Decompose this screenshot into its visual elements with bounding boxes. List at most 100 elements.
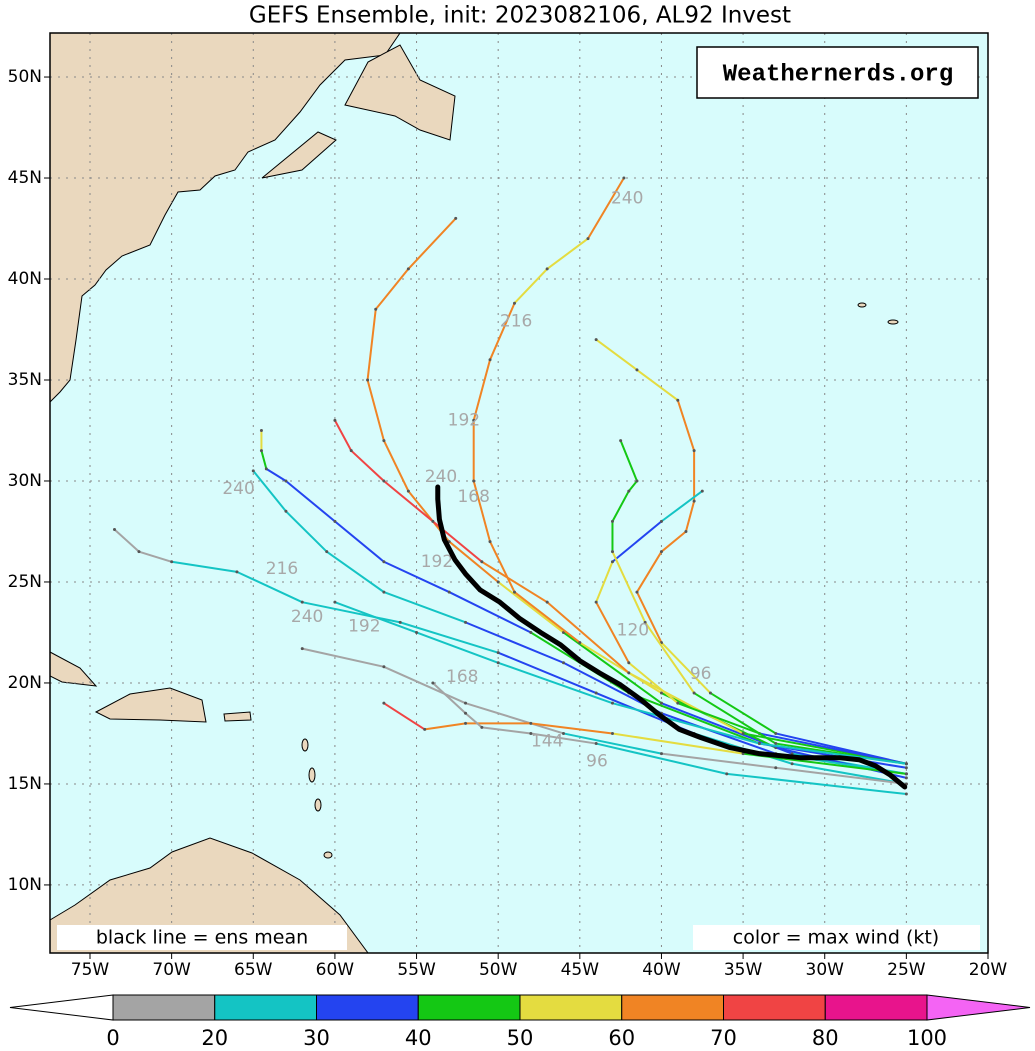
- track-segment: [627, 692, 761, 745]
- track-segment: [684, 500, 696, 533]
- track-point: [480, 560, 484, 564]
- track-point: [333, 519, 337, 523]
- track-point: [374, 307, 378, 311]
- track-segment: [497, 580, 565, 634]
- track-point: [333, 418, 337, 422]
- track-point: [284, 479, 288, 483]
- track-point: [464, 711, 468, 715]
- frame: [49, 32, 989, 954]
- track-point: [561, 731, 565, 735]
- track-point: [610, 550, 614, 554]
- hour-label: 192: [448, 410, 480, 430]
- track-point: [619, 439, 623, 443]
- lat-tick-label: 30N: [8, 471, 42, 491]
- colorbar-label: 80: [812, 1026, 839, 1050]
- track-point: [382, 560, 386, 564]
- track-segment: [472, 479, 492, 543]
- track-point: [610, 560, 614, 564]
- track-segment: [611, 550, 647, 624]
- track-point: [578, 641, 582, 645]
- watermark: Weathernerds.org: [723, 61, 953, 88]
- track-segment: [635, 591, 663, 644]
- track-segment: [265, 467, 287, 482]
- lon-tick-label: 60W: [316, 960, 355, 980]
- track-point: [398, 620, 402, 624]
- track-point: [513, 301, 517, 305]
- track-segment: [546, 237, 589, 270]
- ensemble-tracks: [112, 176, 908, 796]
- track-segment: [611, 490, 630, 523]
- track-segment: [399, 621, 500, 654]
- track-point: [627, 489, 631, 493]
- track-segment: [415, 631, 500, 664]
- track-segment: [382, 665, 467, 705]
- hour-label: 168: [446, 667, 478, 687]
- track-segment: [676, 702, 761, 735]
- hispaniola: [94, 687, 207, 723]
- track-point: [774, 742, 778, 746]
- track-point: [464, 701, 468, 705]
- track-point: [300, 600, 304, 604]
- track-segment: [350, 449, 385, 482]
- lon-tick-label: 65W: [234, 960, 273, 980]
- track-segment: [366, 308, 377, 381]
- hour-label: 192: [421, 552, 453, 572]
- newfoundland: [344, 44, 456, 141]
- track-point: [904, 772, 908, 776]
- track-segment: [635, 368, 679, 402]
- track-segment: [325, 550, 385, 594]
- track-point: [622, 176, 626, 180]
- track-segment: [709, 692, 777, 735]
- colorbar-label: 70: [710, 1026, 737, 1050]
- track-point: [561, 661, 565, 665]
- title: GEFS Ensemble, init: 2023082106, AL92 In…: [249, 3, 791, 29]
- track-segment: [170, 560, 238, 573]
- track-point: [904, 776, 908, 780]
- island: [301, 738, 309, 752]
- track-point: [496, 661, 500, 665]
- track-point: [529, 731, 533, 735]
- track-segment: [497, 651, 598, 695]
- track-point: [264, 467, 268, 471]
- track-point: [659, 519, 663, 523]
- track-point: [431, 681, 435, 685]
- track-segment: [619, 439, 638, 482]
- track-segment: [758, 732, 908, 765]
- track-point: [366, 378, 370, 382]
- track-segment: [407, 217, 457, 270]
- island: [323, 851, 333, 859]
- track-point: [659, 550, 663, 554]
- hour-label: 120: [617, 620, 649, 640]
- track-point: [415, 630, 419, 634]
- track-segment: [693, 692, 777, 745]
- track-segment: [578, 641, 663, 695]
- track-segment: [423, 722, 467, 731]
- track-point: [382, 590, 386, 594]
- track-segment: [611, 702, 761, 745]
- hour-label: 240: [291, 607, 323, 627]
- track-segment: [382, 702, 426, 731]
- hour-label: 240: [611, 189, 643, 209]
- hour-label: 96: [586, 752, 608, 772]
- lon-tick-label: 55W: [397, 960, 436, 980]
- ocean: [50, 33, 988, 953]
- track-point: [488, 358, 492, 362]
- track-segment: [595, 601, 630, 664]
- track-point: [594, 742, 598, 746]
- legend-left-box: [57, 925, 347, 950]
- legend-left: black line = ens mean: [96, 927, 308, 949]
- track-segment: [489, 302, 516, 361]
- track-point: [774, 731, 778, 735]
- puerto-rico: [223, 711, 252, 722]
- track-segment: [627, 671, 745, 735]
- hour-label: 216: [266, 559, 298, 579]
- nova-scotia: [261, 131, 337, 179]
- island: [887, 319, 899, 325]
- colorbar-swatch: [824, 994, 928, 1021]
- track-segment: [660, 530, 687, 553]
- lon-tick-label: 45W: [561, 960, 600, 980]
- track-point: [513, 590, 517, 594]
- hour-label: 96: [690, 664, 712, 684]
- legend-right-box: [693, 925, 980, 950]
